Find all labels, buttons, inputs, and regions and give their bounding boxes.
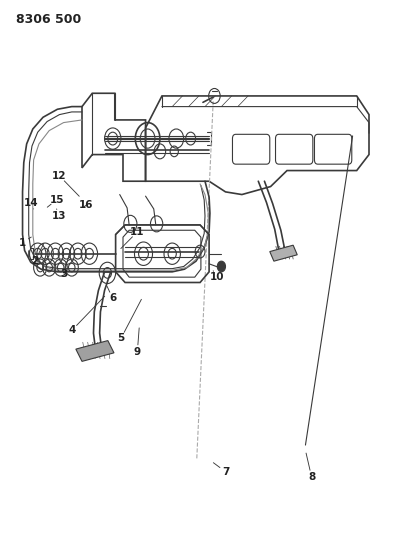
Polygon shape: [76, 341, 114, 361]
Text: 14: 14: [23, 198, 38, 207]
Text: 7: 7: [221, 467, 229, 477]
Text: 10: 10: [209, 272, 224, 282]
Text: 9: 9: [133, 347, 141, 357]
Text: 4: 4: [68, 326, 75, 335]
Text: 8: 8: [307, 472, 315, 482]
Text: 11: 11: [130, 227, 144, 237]
Text: 6: 6: [109, 294, 116, 303]
Text: 16: 16: [79, 200, 93, 210]
Text: 13: 13: [52, 211, 67, 221]
Circle shape: [217, 261, 225, 272]
Polygon shape: [269, 245, 297, 261]
Text: 2: 2: [31, 256, 38, 266]
Text: 5: 5: [117, 334, 124, 343]
Text: 8306 500: 8306 500: [16, 13, 81, 26]
Text: 1: 1: [19, 238, 26, 247]
Text: 3: 3: [60, 270, 67, 279]
Text: 15: 15: [49, 195, 64, 205]
Text: 12: 12: [52, 171, 67, 181]
